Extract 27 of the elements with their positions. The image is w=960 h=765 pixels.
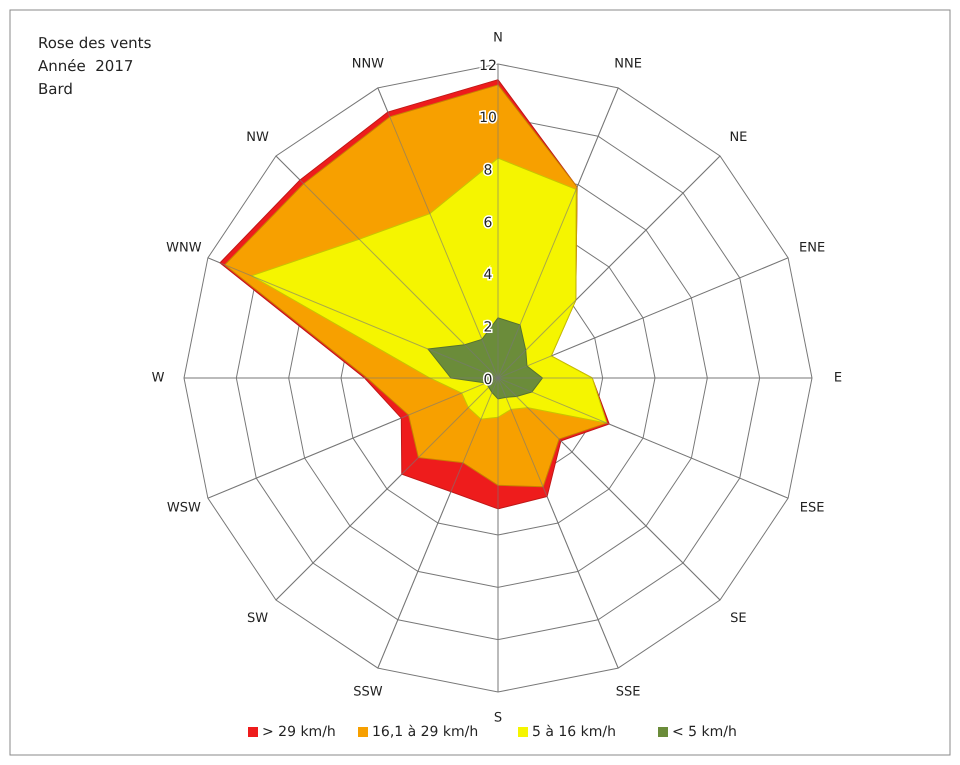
spoke-label: N — [493, 30, 503, 46]
spoke-label: SSW — [353, 684, 383, 700]
y-tick-label: 2 — [484, 319, 492, 336]
spoke-label: SW — [247, 610, 268, 626]
legend-label: 5 à 16 km/h — [532, 724, 616, 740]
y-tick-label: 8 — [484, 162, 492, 178]
legend-label: > 29 km/h — [262, 724, 336, 740]
text: Rose des vents Année 2017 Bard — [38, 34, 152, 98]
y-tick-label: 0 — [484, 372, 492, 388]
spoke-label: NNW — [352, 56, 384, 72]
y-tick-label: 10 — [479, 110, 497, 126]
legend-label: 16,1 à 29 km/h — [372, 724, 478, 740]
legend-label: < 5 km/h — [672, 724, 737, 740]
spoke-label: SE — [730, 610, 747, 626]
spoke-label: ESE — [800, 500, 824, 516]
spoke-label: NE — [729, 130, 748, 146]
spoke-label: S — [494, 710, 502, 726]
spoke-label: NNE — [614, 56, 642, 72]
y-tick-label: 6 — [484, 214, 493, 231]
y-tick-label: 4 — [484, 267, 493, 284]
spoke-label: W — [152, 370, 165, 386]
spoke-label: WSW — [166, 500, 202, 516]
spoke-label: NW — [246, 130, 270, 146]
spoke-label: WNW — [166, 240, 202, 256]
spoke-label: SSE — [616, 684, 640, 700]
spoke-label: ENE — [799, 240, 826, 256]
spoke-label: E — [834, 370, 842, 386]
